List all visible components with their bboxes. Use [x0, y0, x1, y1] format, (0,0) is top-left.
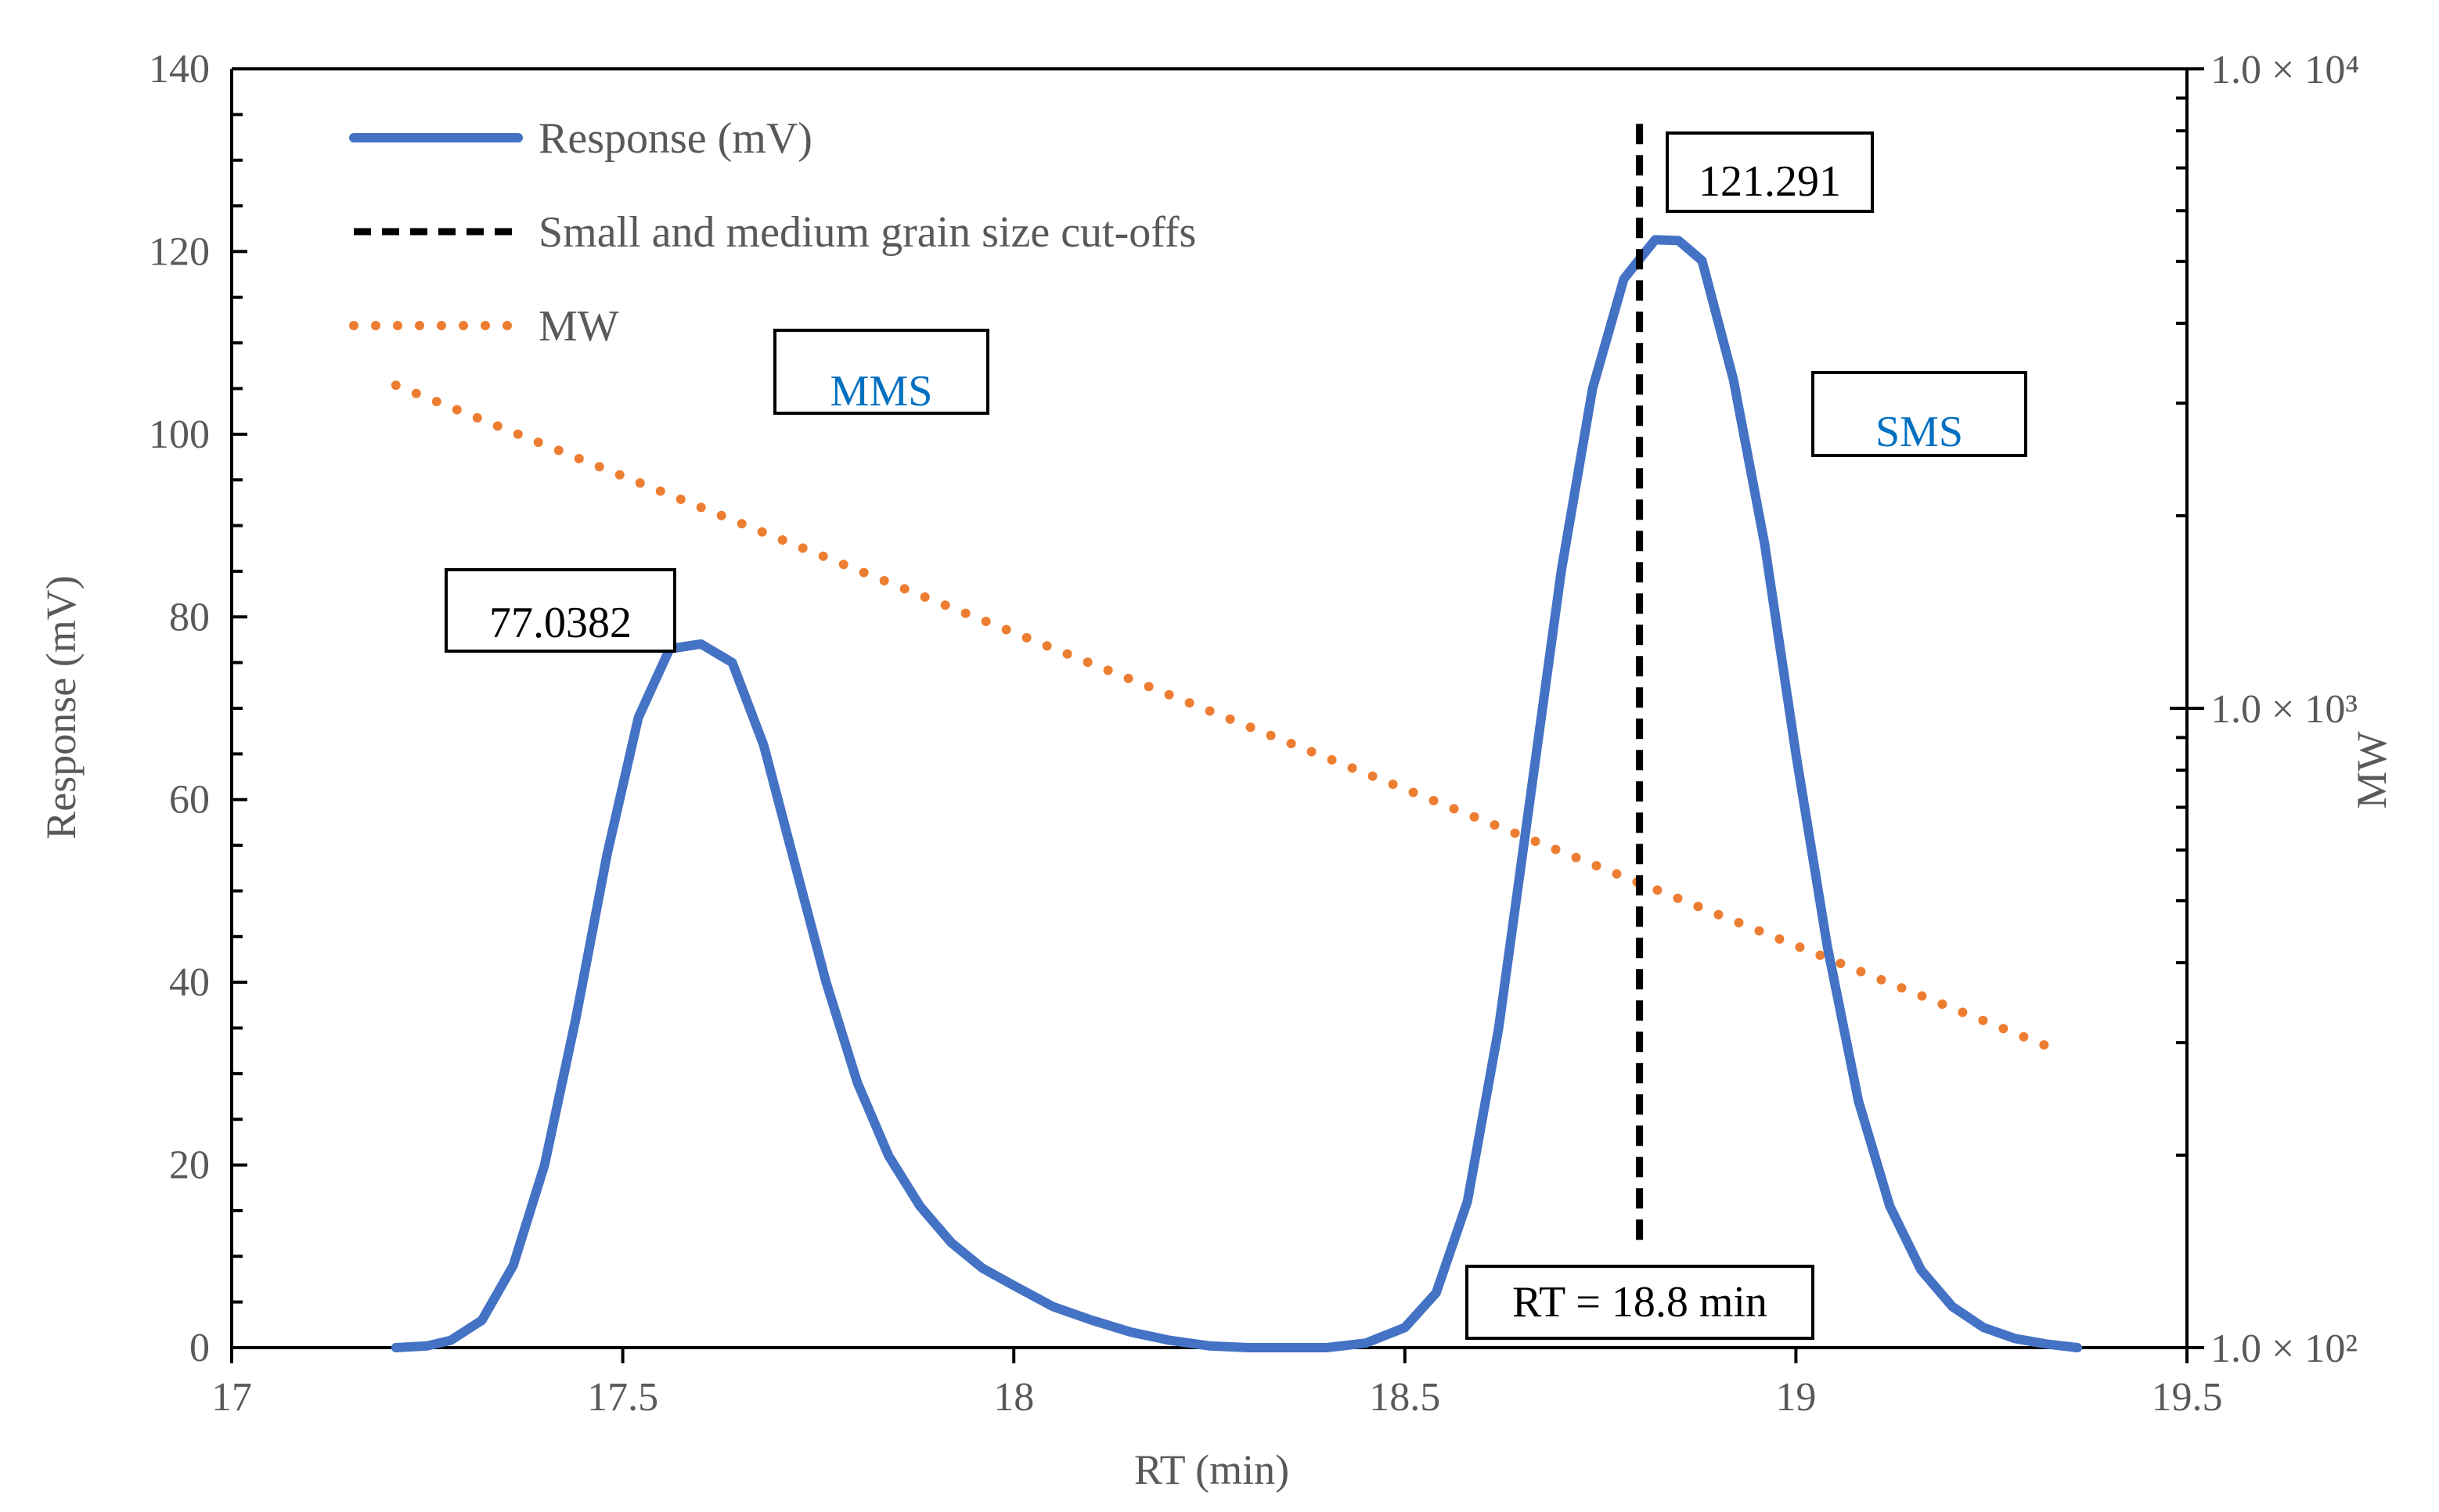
legend-response-label: Response (mV)	[539, 114, 812, 163]
legend-cutoff-label: Small and medium grain size cut-offs	[539, 208, 1196, 257]
annotations: 77.0382 121.291 RT = 18.8 min MMS SMS	[445, 131, 2027, 1340]
y-tick-label: 120	[149, 229, 210, 274]
series-response-line	[391, 235, 2083, 1352]
x-tick-label: 17.5	[587, 1375, 658, 1420]
callout-rt-box	[1465, 1265, 1814, 1340]
axes-layer: 17 17.5 18 18.5 19 19.5 0 20 40 60 80 100 120 140 1.0 …	[149, 47, 2359, 1420]
callout-rt-label: RT = 18.8 min	[1512, 1278, 1767, 1327]
x-tick-label: 19.5	[2152, 1375, 2223, 1420]
callout-peak1-box	[445, 568, 676, 653]
x-tick-label: 19	[1775, 1375, 1816, 1420]
y2-axis-title: MW	[2348, 731, 2395, 808]
callout-peak2-label: 121.291	[1699, 157, 1841, 206]
region-sms-label: SMS	[1875, 408, 1963, 456]
y-tick-label: 80	[169, 595, 210, 639]
y-tick-label: 0	[189, 1326, 210, 1370]
x-axis-title: RT (min)	[1134, 1446, 1289, 1493]
y2-tick-label: 1.0 × 10²	[2210, 1327, 2358, 1371]
region-mms-box	[773, 329, 989, 415]
legend-mw-label: MW	[539, 302, 619, 351]
region-mms-label: MMS	[830, 367, 933, 416]
y2-tick-label: 1.0 × 10⁴	[2210, 48, 2359, 92]
series-mw-line	[391, 380, 2067, 1057]
y-axis-title: Response (mV)	[38, 575, 85, 839]
series-layer	[391, 114, 2083, 1352]
x-tick-label: 17	[211, 1375, 252, 1420]
x-tick-label: 18.5	[1369, 1375, 1440, 1420]
y-tick-label: 100	[149, 412, 210, 457]
y-tick-label: 60	[169, 778, 210, 823]
y-tick-label: 20	[169, 1143, 210, 1188]
y2-tick-label: 1.0 × 10³	[2210, 687, 2358, 732]
x-tick-label: 18	[993, 1375, 1034, 1420]
callout-peak1-label: 77.0382	[489, 599, 632, 647]
region-sms-box	[1811, 371, 2027, 457]
y-tick-label: 40	[169, 960, 210, 1005]
axis-titles: RT (min) Response (mV) MW	[38, 575, 2395, 1493]
legend: Response (mV) Small and medium grain size…	[349, 114, 1196, 351]
y-tick-label: 140	[149, 47, 210, 92]
callout-peak2-box	[1666, 131, 1874, 213]
